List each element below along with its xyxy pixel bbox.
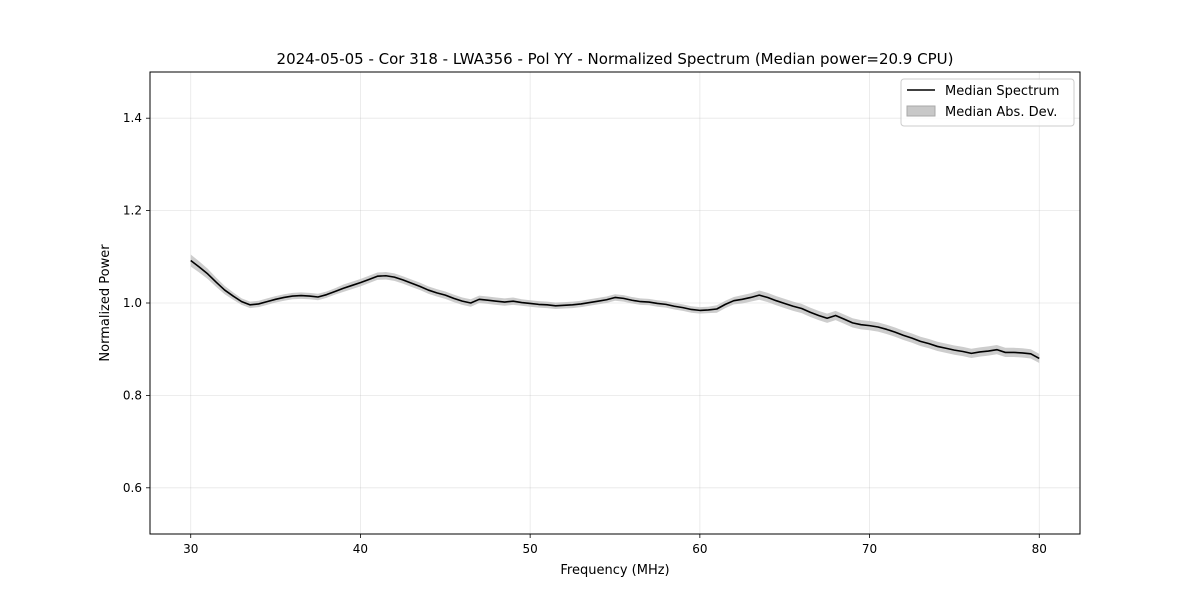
y-tick-label: 0.6 bbox=[123, 481, 142, 495]
legend-median-abs-dev-swatch bbox=[906, 105, 936, 117]
y-tick-label: 1.2 bbox=[123, 204, 142, 218]
median-spectrum-line bbox=[190, 259, 1040, 360]
median-abs-dev-band bbox=[190, 254, 1040, 364]
x-tick-label: 50 bbox=[523, 542, 538, 556]
legend-median-abs-dev-label: Median Abs. Dev. bbox=[945, 105, 1057, 120]
y-axis-label: Normalized Power bbox=[98, 244, 113, 362]
median-line-layer bbox=[190, 259, 1040, 360]
plot-area bbox=[150, 72, 1080, 534]
x-tick-label: 80 bbox=[1032, 542, 1047, 556]
x-axis-label: Frequency (MHz) bbox=[560, 563, 669, 578]
y-tick-label: 0.8 bbox=[123, 388, 142, 402]
y-tick-label: 1.0 bbox=[123, 296, 142, 310]
legend-median-spectrum-label: Median Spectrum bbox=[945, 84, 1059, 99]
x-tick-label: 40 bbox=[353, 542, 368, 556]
x-axis-ticks: 30 40 50 60 70 80 bbox=[183, 534, 1047, 556]
x-tick-label: 30 bbox=[183, 542, 198, 556]
legend-box bbox=[900, 78, 1075, 127]
chart-title: 2024-05-05 - Cor 318 - LWA356 - Pol YY -… bbox=[277, 50, 954, 68]
y-axis-ticks: 0.6 0.8 1.0 1.2 1.4 bbox=[123, 111, 150, 495]
legend: Median Spectrum Median Abs. Dev. bbox=[900, 78, 1075, 127]
mad-band-layer bbox=[190, 254, 1040, 364]
y-tick-label: 1.4 bbox=[123, 111, 142, 125]
x-tick-label: 70 bbox=[862, 542, 877, 556]
x-tick-label: 60 bbox=[692, 542, 707, 556]
